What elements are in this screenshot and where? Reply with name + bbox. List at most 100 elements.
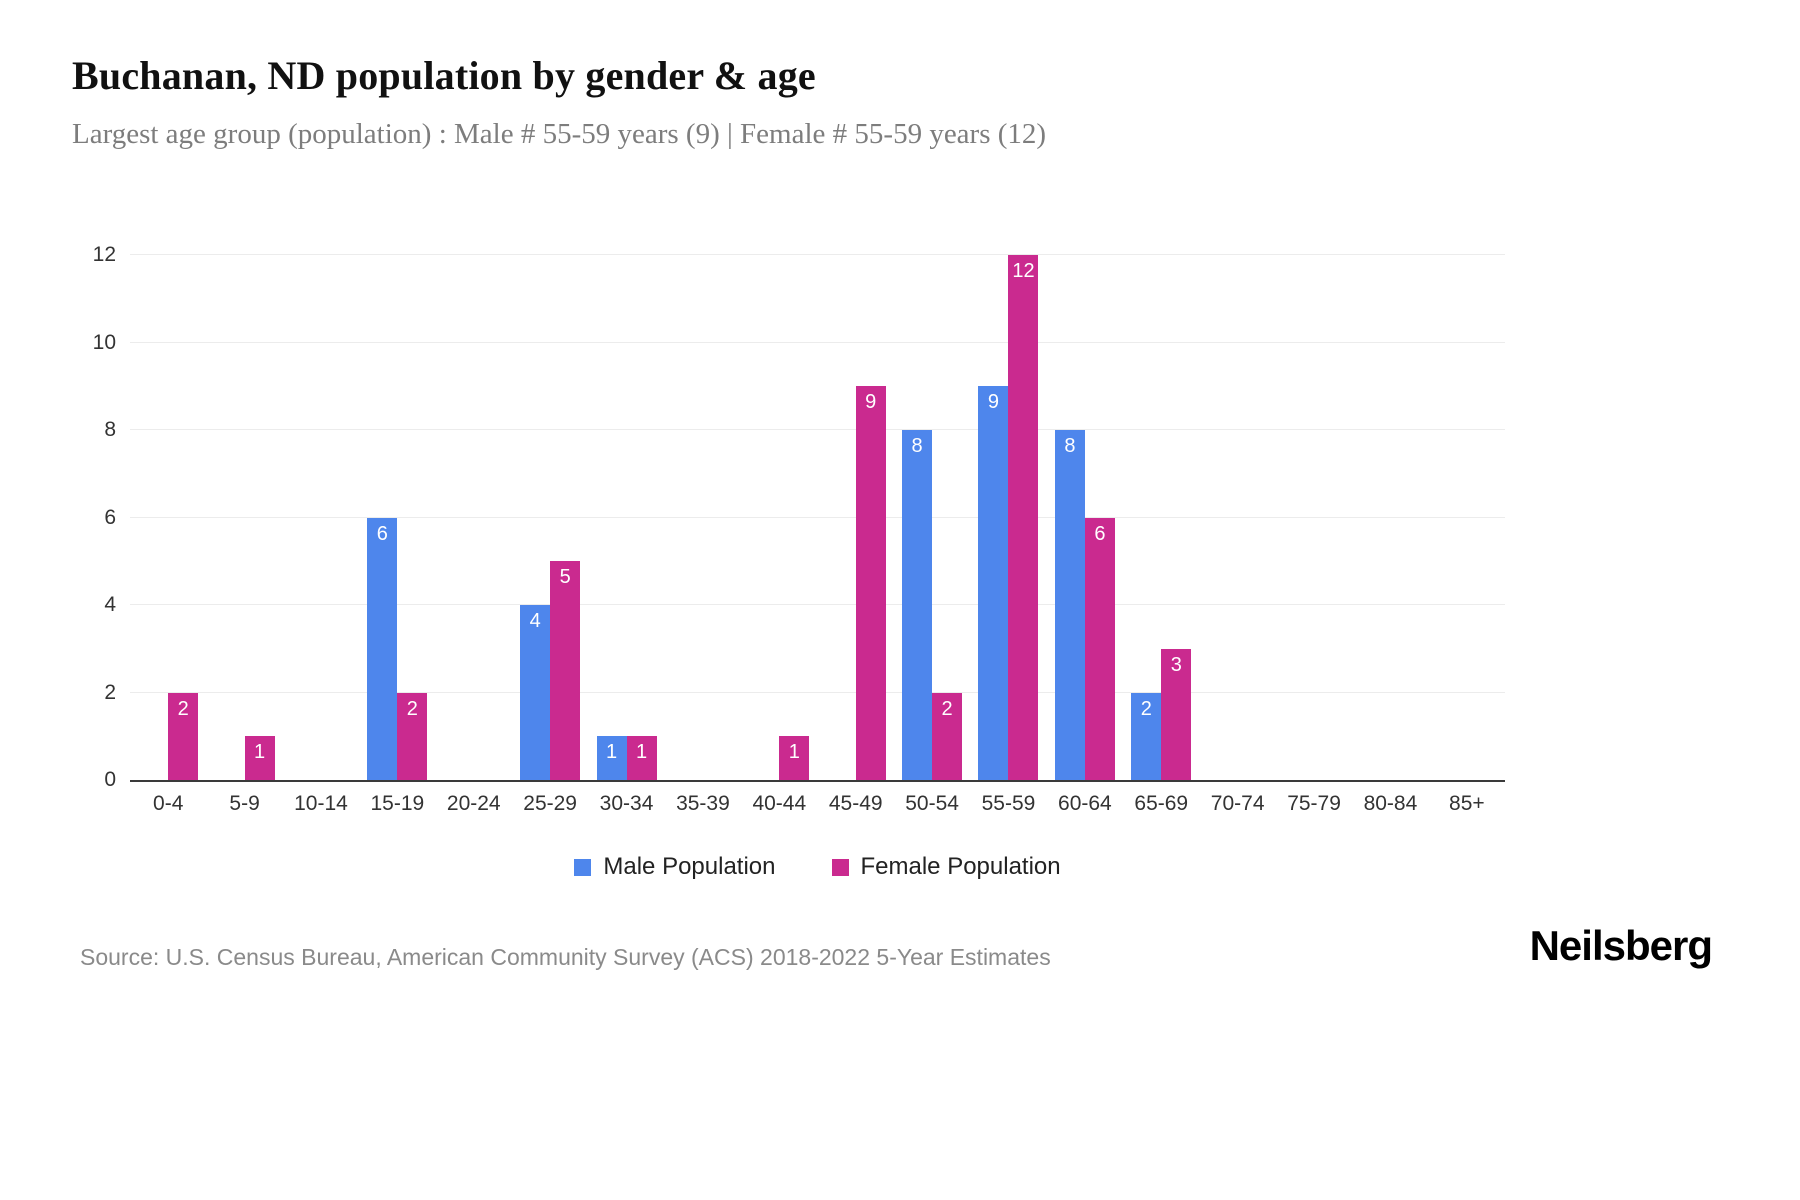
- gridline: [130, 691, 1505, 693]
- bar-value-label: 2: [406, 697, 418, 720]
- bar-male-65-69[interactable]: 2: [1131, 692, 1162, 780]
- bar-male-60-64[interactable]: 8: [1054, 430, 1085, 780]
- y-axis-tick: 2: [104, 680, 116, 704]
- bar-groups: 2 1 6 2 4 5 1 1 1 9 8 2 9 12 8 6 2 3: [130, 255, 1505, 780]
- gridline: [130, 429, 1505, 430]
- x-axis-label-60-64: 60-64: [1058, 792, 1112, 815]
- bar-value-label: 3: [1170, 653, 1182, 676]
- brand-logo: Neilsberg: [1529, 922, 1713, 969]
- gridline: [130, 604, 1505, 605]
- bar-value-label: 6: [376, 522, 388, 545]
- y-axis-tick: 8: [104, 418, 116, 441]
- bar-group-85+: [1429, 255, 1505, 780]
- bar-value-label: 9: [865, 391, 877, 414]
- bar-male-50-54[interactable]: 8: [902, 430, 933, 780]
- source-note: Source: U.S. Census Bureau, American Com…: [80, 944, 1051, 970]
- x-axis-label-50-54: 50-54: [905, 792, 959, 815]
- bar-female-65-69[interactable]: 3: [1161, 648, 1192, 780]
- x-axis-label-15-19: 15-19: [370, 792, 425, 815]
- bar-value-label: 1: [254, 741, 266, 764]
- x-axis-label-5-9: 5-9: [229, 792, 260, 815]
- bar-value-label: 8: [1064, 435, 1076, 457]
- page-subtitle: Largest age group (population) : Male # …: [72, 118, 1047, 150]
- bar-male-25-29[interactable]: 4: [520, 605, 551, 780]
- x-axis-label-25-29: 25-29: [523, 792, 577, 815]
- bar-male-55-59[interactable]: 9: [978, 386, 1009, 780]
- bar-group-0-4: 2: [130, 255, 206, 780]
- legend-label-male: Male Population: [603, 853, 776, 880]
- y-axis-tick: 6: [104, 505, 116, 529]
- bar-female-40-44[interactable]: 1: [779, 736, 810, 780]
- x-axis-label-10-14: 10-14: [294, 792, 348, 815]
- x-axis-label-40-44: 40-44: [752, 792, 807, 815]
- bar-value-label: 2: [177, 697, 189, 720]
- bar-group-35-39: [665, 255, 741, 780]
- bar-female-50-54[interactable]: 2: [932, 692, 963, 780]
- legend-item-male[interactable]: Male Population: [574, 853, 776, 881]
- bar-value-label: 5: [559, 566, 571, 589]
- bar-group-55-59: 9 12: [970, 255, 1046, 780]
- bar-female-15-19[interactable]: 2: [397, 692, 428, 780]
- bar-value-label: 2: [941, 697, 953, 720]
- page-title: Buchanan, ND population by gender & age: [72, 53, 816, 98]
- bar-value-label: 4: [529, 610, 541, 632]
- bar-group-80-84: [1352, 255, 1428, 780]
- bar-group-70-74: [1199, 255, 1275, 780]
- bar-male-15-19[interactable]: 6: [367, 517, 398, 780]
- bar-group-20-24: [436, 255, 512, 780]
- bar-male-30-34[interactable]: 1: [596, 736, 627, 780]
- x-axis-label-0-4: 0-4: [153, 792, 184, 815]
- female-legend-swatch: [831, 858, 849, 876]
- bar-group-40-44: 1: [741, 255, 817, 780]
- bar-chart: 0 2 4 6 8 10 12 2 1 6 2 4 5 1 1 1 9 8 2 9 12 8 6 2 3 0-4 5-9 10-14…: [75, 243, 1535, 880]
- x-axis-label-35-39: 35-39: [676, 792, 730, 815]
- legend-label-female: Female Population: [860, 853, 1061, 880]
- x-axis-label-80-84: 80-84: [1363, 792, 1418, 815]
- x-axis-label-20-24: 20-24: [446, 792, 501, 815]
- x-axis-label-85+: 85+: [1449, 792, 1485, 815]
- x-axis-label-75-79: 75-79: [1287, 792, 1341, 815]
- x-axis-label-45-49: 45-49: [828, 792, 883, 815]
- bar-female-25-29[interactable]: 5: [550, 561, 581, 780]
- x-axis-labels: 0-4 5-9 10-14 15-19 20-24 25-29 30-34 35-39 40-4…: [130, 792, 1505, 816]
- bar-female-60-64[interactable]: 6: [1084, 517, 1115, 780]
- bar-value-label: 1: [788, 741, 800, 764]
- plot-area: 0 2 4 6 8 10 12 2 1 6 2 4 5 1 1 1 9 8 2 9 12 8 6 2 3: [93, 243, 1505, 791]
- x-axis-label-65-69: 65-69: [1134, 792, 1189, 815]
- bar-female-30-34[interactable]: 1: [626, 736, 657, 780]
- bar-value-label: 9: [987, 391, 1000, 414]
- bar-female-5-9[interactable]: 1: [244, 736, 275, 780]
- bar-female-55-59[interactable]: 12: [1008, 255, 1039, 780]
- legend-item-female[interactable]: Female Population: [831, 853, 1061, 881]
- bar-value-label: 2: [1140, 697, 1152, 720]
- bar-group-45-49: 9: [818, 255, 894, 780]
- bar-value-label: 12: [1012, 260, 1035, 282]
- bar-female-0-4[interactable]: 2: [168, 692, 199, 780]
- y-axis-tick: 10: [92, 330, 116, 354]
- bar-value-label: 8: [911, 435, 923, 457]
- x-axis-label-55-59: 55-59: [981, 792, 1036, 815]
- legend: Male Population Female Population: [130, 853, 1505, 881]
- bar-female-45-49[interactable]: 9: [855, 386, 886, 780]
- gridline: [130, 254, 1505, 255]
- bar-value-label: 1: [605, 741, 618, 764]
- bar-value-label: 1: [635, 741, 648, 764]
- male-legend-swatch: [574, 858, 592, 876]
- bar-group-5-9: 1: [206, 255, 282, 780]
- bar-group-75-79: [1276, 255, 1352, 780]
- x-axis-label-30-34: 30-34: [599, 792, 654, 815]
- x-axis-label-70-74: 70-74: [1210, 792, 1265, 815]
- gridline: [130, 516, 1505, 518]
- gridline: [130, 341, 1505, 343]
- bar-group-10-14: [283, 255, 359, 780]
- y-axis-tick: 4: [104, 593, 116, 616]
- y-axis-tick: 12: [92, 243, 116, 266]
- y-axis-tick: 0: [104, 768, 116, 791]
